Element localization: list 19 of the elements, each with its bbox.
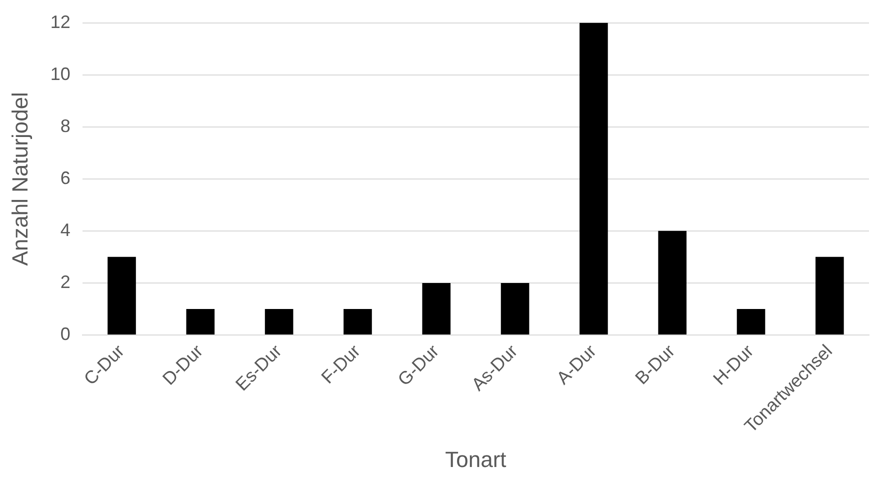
bar — [344, 308, 372, 334]
bar — [264, 308, 294, 334]
y-tick-label: 2 — [60, 272, 70, 292]
bar — [186, 308, 215, 334]
bar — [500, 282, 530, 334]
y-tick-label: 6 — [60, 168, 70, 188]
bar — [580, 22, 608, 334]
y-axis-title: Anzahl Naturjodel — [7, 92, 32, 266]
bar — [658, 230, 687, 334]
y-tick-label: 4 — [60, 220, 70, 240]
y-tick-label: 0 — [60, 324, 70, 344]
y-tick-label: 12 — [50, 12, 70, 32]
bar — [816, 256, 844, 334]
x-axis-title: Tonart — [445, 446, 506, 472]
bar — [422, 282, 451, 334]
y-tick-label: 8 — [60, 116, 70, 136]
bar — [736, 308, 766, 334]
bar — [108, 256, 136, 334]
y-tick-label: 10 — [50, 64, 70, 84]
